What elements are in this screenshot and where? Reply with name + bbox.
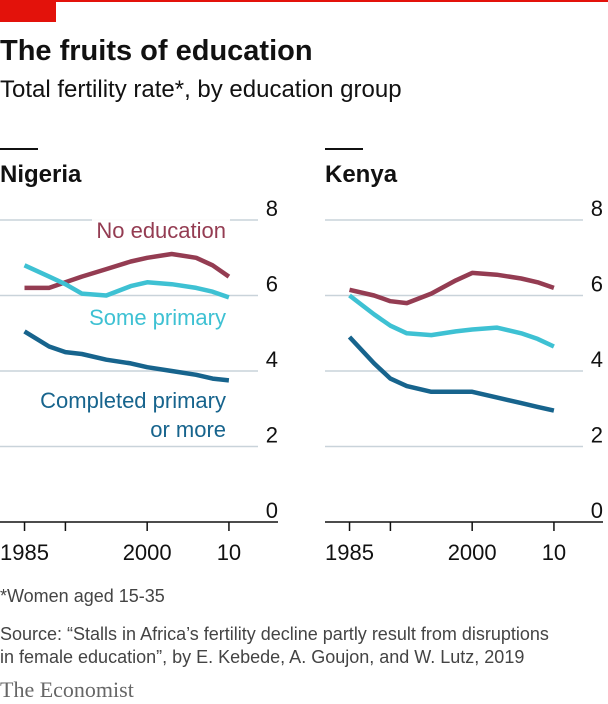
footnote: *Women aged 15-35 xyxy=(0,586,165,606)
y-tick-label: 6 xyxy=(591,272,603,297)
y-tick-label: 0 xyxy=(591,498,603,523)
y-tick-label: 4 xyxy=(591,347,603,372)
subtitle: Total fertility rate*, by education grou… xyxy=(0,76,402,103)
x-tick-label: 2000 xyxy=(448,540,497,565)
y-tick-label: 2 xyxy=(591,423,603,448)
x-tick-label: 10 xyxy=(542,540,566,565)
series-line xyxy=(347,335,555,413)
series-line xyxy=(348,293,555,349)
x-tick-label: 1985 xyxy=(325,540,374,565)
red-tag xyxy=(0,0,56,22)
panel-rule xyxy=(0,148,38,150)
panel-title: Kenya xyxy=(325,161,398,188)
series-label: No education xyxy=(92,216,230,245)
y-tick-label: 8 xyxy=(591,196,603,221)
title: The fruits of education xyxy=(0,35,313,67)
panel-title: Nigeria xyxy=(0,161,82,188)
y-tick-label: 0 xyxy=(266,498,278,523)
y-tick-label: 6 xyxy=(266,272,278,297)
x-tick-label: 1985 xyxy=(0,540,49,565)
series-line xyxy=(23,329,230,383)
source: Source: “Stalls in Africa’s fertility de… xyxy=(0,624,549,644)
series-line xyxy=(24,251,231,291)
series-label: Completed primary or more xyxy=(36,386,230,444)
y-tick-label: 2 xyxy=(266,423,278,448)
source: in female education”, by E. Kebede, A. G… xyxy=(0,647,524,667)
panel-rule xyxy=(325,148,363,150)
x-tick-label: 2000 xyxy=(123,540,172,565)
series-label: Some primary xyxy=(85,303,230,332)
x-tick-label: 10 xyxy=(217,540,241,565)
y-tick-label: 4 xyxy=(266,347,278,372)
brand: The Economist xyxy=(0,677,134,702)
top-rule xyxy=(0,0,608,2)
series-line xyxy=(23,263,230,300)
y-tick-label: 8 xyxy=(266,196,278,221)
series-line xyxy=(348,270,555,306)
